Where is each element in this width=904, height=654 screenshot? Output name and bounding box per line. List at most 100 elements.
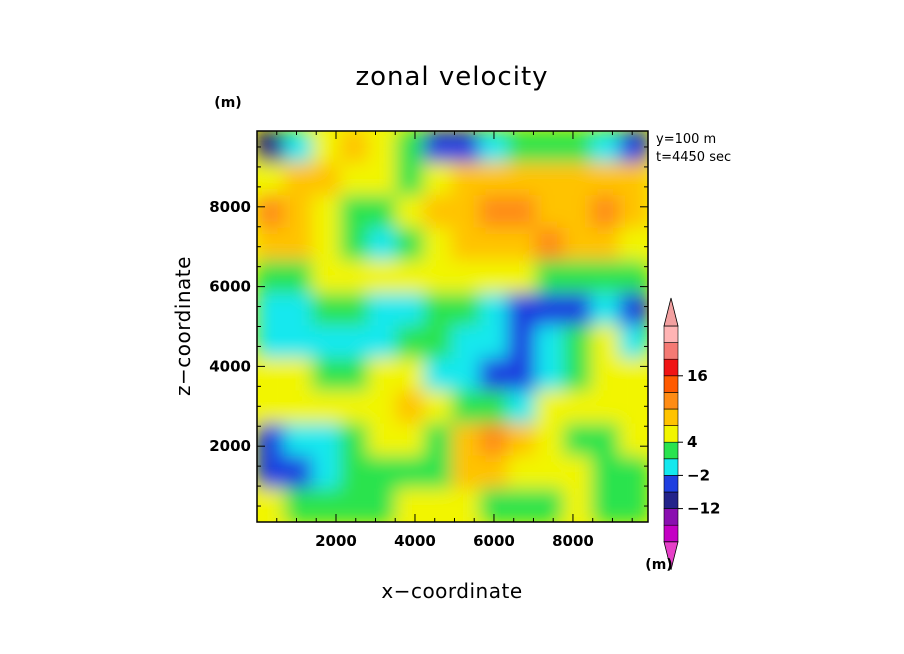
field-cell [535,423,566,458]
field-cell [283,195,314,230]
field-cell [339,162,370,198]
colorbar-segment [663,342,679,360]
field-cell [339,195,370,230]
field-cell [283,390,314,426]
colorbar-tick-label: 4 [687,433,697,451]
field-cell [535,325,566,361]
field-cell [619,195,648,230]
field-cell [283,358,314,393]
field-cell [451,423,482,458]
field-cell [591,260,622,295]
field-cell [367,131,398,165]
field-cell [257,131,286,165]
field-cell [619,423,648,458]
field-cell [619,325,648,361]
field-cell [395,325,426,361]
field-cell [283,227,314,263]
field-cell [257,423,286,458]
field-cell [283,292,314,328]
field-cell [479,358,510,393]
field-cell [423,325,454,361]
field-cell [423,131,454,165]
field-cell [423,358,454,393]
field-cell [311,325,342,361]
field-cell [563,195,594,230]
field-cell [535,260,566,295]
colorbar-segment [663,358,679,377]
field-cell [563,162,594,198]
field-cell [507,162,538,198]
field-cell [535,131,566,165]
field-cell [591,292,622,328]
x-axis: 2000 4000 6000 8000 [276,131,633,550]
field-cell [311,131,342,165]
annotation-y-position: y=100 m [656,132,716,147]
colorbar-segment [663,375,679,393]
field-cell [367,195,398,230]
field-cell [367,488,398,522]
field-cell [451,390,482,426]
field-cell [591,423,622,458]
field-cell [283,488,314,522]
field-cell [563,358,594,393]
field-cell [257,292,286,328]
field-cell [339,390,370,426]
field-cell [283,423,314,458]
field-cell [395,260,426,295]
colorbar-tick-label: 16 [687,367,708,385]
field-cell [479,227,510,263]
plot-area [257,131,648,522]
field-cell [423,162,454,198]
field-cell [311,162,342,198]
field-cell [451,131,482,165]
field-cell [563,390,594,426]
field-cell [339,488,370,522]
field-cell [367,292,398,328]
field-cell [591,325,622,361]
field-cell [283,455,314,491]
colorbar-segment [663,491,679,509]
field-cell [257,260,286,295]
field-cell [507,260,538,295]
field-cell [591,488,622,522]
y-tick-label: 8000 [209,198,251,216]
field-cell [423,488,454,522]
colorbar-segment [663,325,679,343]
colorbar-segment [663,458,679,476]
field-cell [311,195,342,230]
y-axis-label: z−coordinate [171,256,195,396]
colorbar-segment [663,392,679,410]
field-cell [367,358,398,393]
field-cell [367,325,398,361]
field-cell [395,455,426,491]
field-cell [283,131,314,165]
field-cell [283,325,314,361]
field-cell [311,227,342,263]
field-cell [591,162,622,198]
field-cell [479,390,510,426]
field-cell [619,227,648,263]
colorbar: 16 4 −2 −12 [663,297,720,570]
field-cell [591,195,622,230]
colorbar-segment [663,408,679,426]
field-cell [535,292,566,328]
field-cell [535,390,566,426]
field-cell [339,292,370,328]
colorbar-segment [663,524,679,543]
field-cell [619,455,648,491]
field-cell [507,195,538,230]
field-cell [451,455,482,491]
y-unit-label: (m) [214,95,241,111]
field-cell [451,227,482,263]
field-cell [479,195,510,230]
field-cell [479,455,510,491]
field-cell [311,390,342,426]
field-cell [339,131,370,165]
field-cell [283,260,314,295]
field-cell [339,358,370,393]
x-tick-label: 2000 [315,532,357,550]
colorbar-tick-label: −2 [687,466,710,484]
field-cell [367,390,398,426]
field-cell [451,260,482,295]
colorbar-segment [663,508,679,526]
